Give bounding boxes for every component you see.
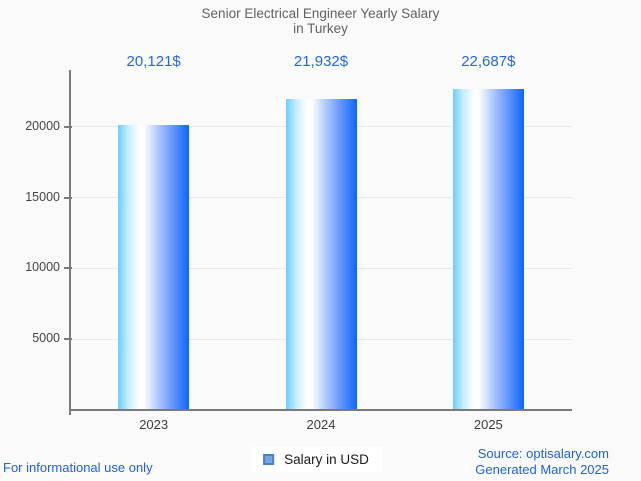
legend-label: Salary in USD <box>284 452 369 467</box>
bar-2023 <box>118 124 190 410</box>
legend-swatch-icon <box>263 454 275 465</box>
x-axis-label-2025: 2025 <box>473 417 503 432</box>
bar-2025 <box>452 88 524 410</box>
chart-title-line1: Senior Electrical Engineer Yearly Salary <box>201 6 440 21</box>
x-axis-label-2023: 2023 <box>139 417 169 432</box>
value-label-2025: 22,687$ <box>461 53 516 70</box>
legend: Salary in USD <box>251 447 383 472</box>
value-label-2023: 20,121$ <box>126 53 181 70</box>
y-axis-tick <box>64 338 72 341</box>
chart-title-line2: in Turkey <box>293 21 348 36</box>
y-axis-tick <box>64 196 72 199</box>
chart-title: Senior Electrical Engineer Yearly Salary… <box>0 6 641 36</box>
y-tick-label: 20000 <box>25 118 60 133</box>
y-tick-label: 15000 <box>25 189 60 204</box>
y-tick-label: 5000 <box>32 331 60 346</box>
x-axis-label-2024: 2024 <box>306 417 336 432</box>
footer-generated-line: Generated March 2025 <box>475 461 609 477</box>
value-label-2024: 21,932$ <box>293 53 349 70</box>
y-tick-label: 10000 <box>25 260 60 275</box>
x-axis-line <box>69 409 572 411</box>
footer-source-line: Source: optisalary.com <box>477 446 609 461</box>
y-axis-tick <box>64 267 72 270</box>
footer-source: Source: optisalary.com Generated March 2… <box>475 446 609 477</box>
footer-disclaimer: For informational use only <box>3 460 153 475</box>
y-axis-line <box>69 70 71 415</box>
y-axis-tick <box>64 125 72 128</box>
bar-2024 <box>285 99 357 410</box>
